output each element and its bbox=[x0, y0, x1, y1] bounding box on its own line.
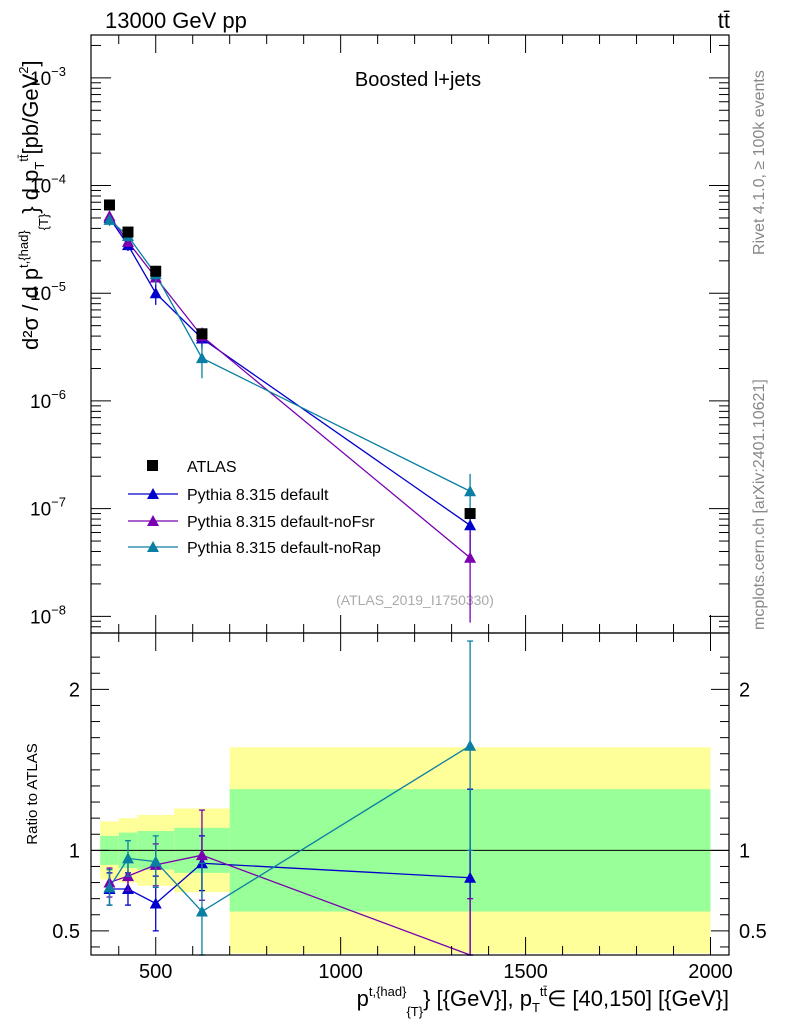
ratio-y-tick-label-left: 0.5 bbox=[52, 921, 80, 943]
ratio-point-noFsr bbox=[195, 849, 208, 861]
main-y-tick-label: 10−8 bbox=[30, 602, 66, 628]
x-tick-label: 2000 bbox=[688, 961, 733, 983]
main-layer-lines bbox=[108, 215, 471, 559]
ratio-y-tick-label-left: 1 bbox=[69, 840, 80, 862]
legend-label-default: Pythia 8.315 default bbox=[187, 487, 329, 504]
x-tick-label: 1500 bbox=[503, 961, 548, 983]
data-point-default bbox=[149, 287, 162, 299]
data-point-atlas bbox=[150, 265, 162, 277]
legend-marker-norap bbox=[147, 541, 159, 552]
main-y-axis-label: d²σ / d pt,{had}{T}} d pTtt̄[pb/GeV2] bbox=[16, 60, 51, 350]
ratio-point-noRap bbox=[149, 855, 162, 867]
main-y-tick-label: 10−4 bbox=[30, 172, 66, 198]
mcplots-label: mcplots.cern.ch [arXiv:2401.10621] bbox=[751, 379, 768, 630]
ratio-panel: 0.5 0.5 1 1 2 2 500 1000 1500 2000 Ratio to ATLAS… bbox=[24, 632, 767, 1019]
ratio-axes: 0.5 0.5 1 1 2 2 500 1000 1500 2000 bbox=[52, 633, 767, 983]
data-point-noRap bbox=[103, 213, 116, 225]
legend-marker-default bbox=[147, 488, 159, 499]
energy-label: 13000 GeV pp bbox=[105, 8, 247, 33]
main-y-tick-label: 10−6 bbox=[30, 387, 66, 413]
ratio-y-tick-label-right: 2 bbox=[739, 679, 750, 701]
x-tick-label: 500 bbox=[139, 961, 172, 983]
series-line-default bbox=[108, 217, 471, 526]
ratio-point-noRap bbox=[195, 905, 208, 917]
legend-marker-nofsr bbox=[147, 515, 159, 526]
ratio-y-axis-label: Ratio to ATLAS bbox=[24, 743, 41, 844]
process-label: tt̄ bbox=[718, 8, 730, 33]
data-point-atlas bbox=[103, 199, 115, 211]
series-line-noFsr bbox=[108, 215, 471, 559]
main-y-tick-label: 10−3 bbox=[30, 64, 66, 90]
analysis-label: (ATLAS_2019_I1750330) bbox=[336, 592, 494, 608]
rivet-version-label: Rivet 4.1.0, ≥ 100k events bbox=[751, 70, 768, 255]
data-point-noFsr bbox=[464, 551, 477, 563]
ratio-point-noRap bbox=[103, 881, 116, 893]
ratio-y-tick-label-right: 1 bbox=[739, 840, 750, 862]
x-tick-label: 1000 bbox=[318, 961, 363, 983]
main-layer-points bbox=[103, 199, 477, 623]
data-point-default bbox=[464, 519, 477, 531]
ratio-point-noRap bbox=[121, 852, 134, 864]
ratio-frame bbox=[90, 632, 730, 956]
legend-label-nofsr: Pythia 8.315 default-noFsr bbox=[187, 514, 375, 531]
ratio-point-default bbox=[464, 871, 477, 883]
legend-label-norap: Pythia 8.315 default-noRap bbox=[187, 540, 381, 557]
data-point-atlas bbox=[122, 226, 134, 238]
ratio-point-noRap bbox=[464, 739, 477, 751]
ratio-y-tick-label-left: 2 bbox=[69, 679, 80, 701]
data-point-atlas bbox=[196, 328, 208, 340]
ratio-y-tick-label-right: 0.5 bbox=[739, 921, 767, 943]
data-point-noRap bbox=[464, 485, 477, 497]
data-point-atlas bbox=[464, 508, 476, 520]
legend-marker-atlas bbox=[147, 460, 158, 471]
legend-label-atlas: ATLAS bbox=[187, 459, 237, 476]
main-y-tick-label: 10−5 bbox=[30, 279, 66, 305]
x-axis-label: pt,{had}{T}} [{GeV}], pTtt̄∈ [40,150] [{… bbox=[357, 984, 729, 1019]
series-line-noRap bbox=[109, 219, 471, 492]
main-y-tick-label: 10−7 bbox=[30, 495, 66, 521]
data-point-noRap bbox=[195, 352, 208, 364]
main-panel: Boosted l+jets (ATLAS_2019_I1750330) 10−… bbox=[16, 34, 730, 634]
legend: ATLAS Pythia 8.315 default Pythia 8.315 … bbox=[128, 459, 381, 557]
ratio-point-default bbox=[149, 897, 162, 909]
main-y-axis: 10−8 10−7 10−6 10−5 10−4 10−3 bbox=[30, 35, 729, 634]
main-title: Boosted l+jets bbox=[355, 69, 481, 91]
ratio-layer-points bbox=[103, 640, 477, 956]
